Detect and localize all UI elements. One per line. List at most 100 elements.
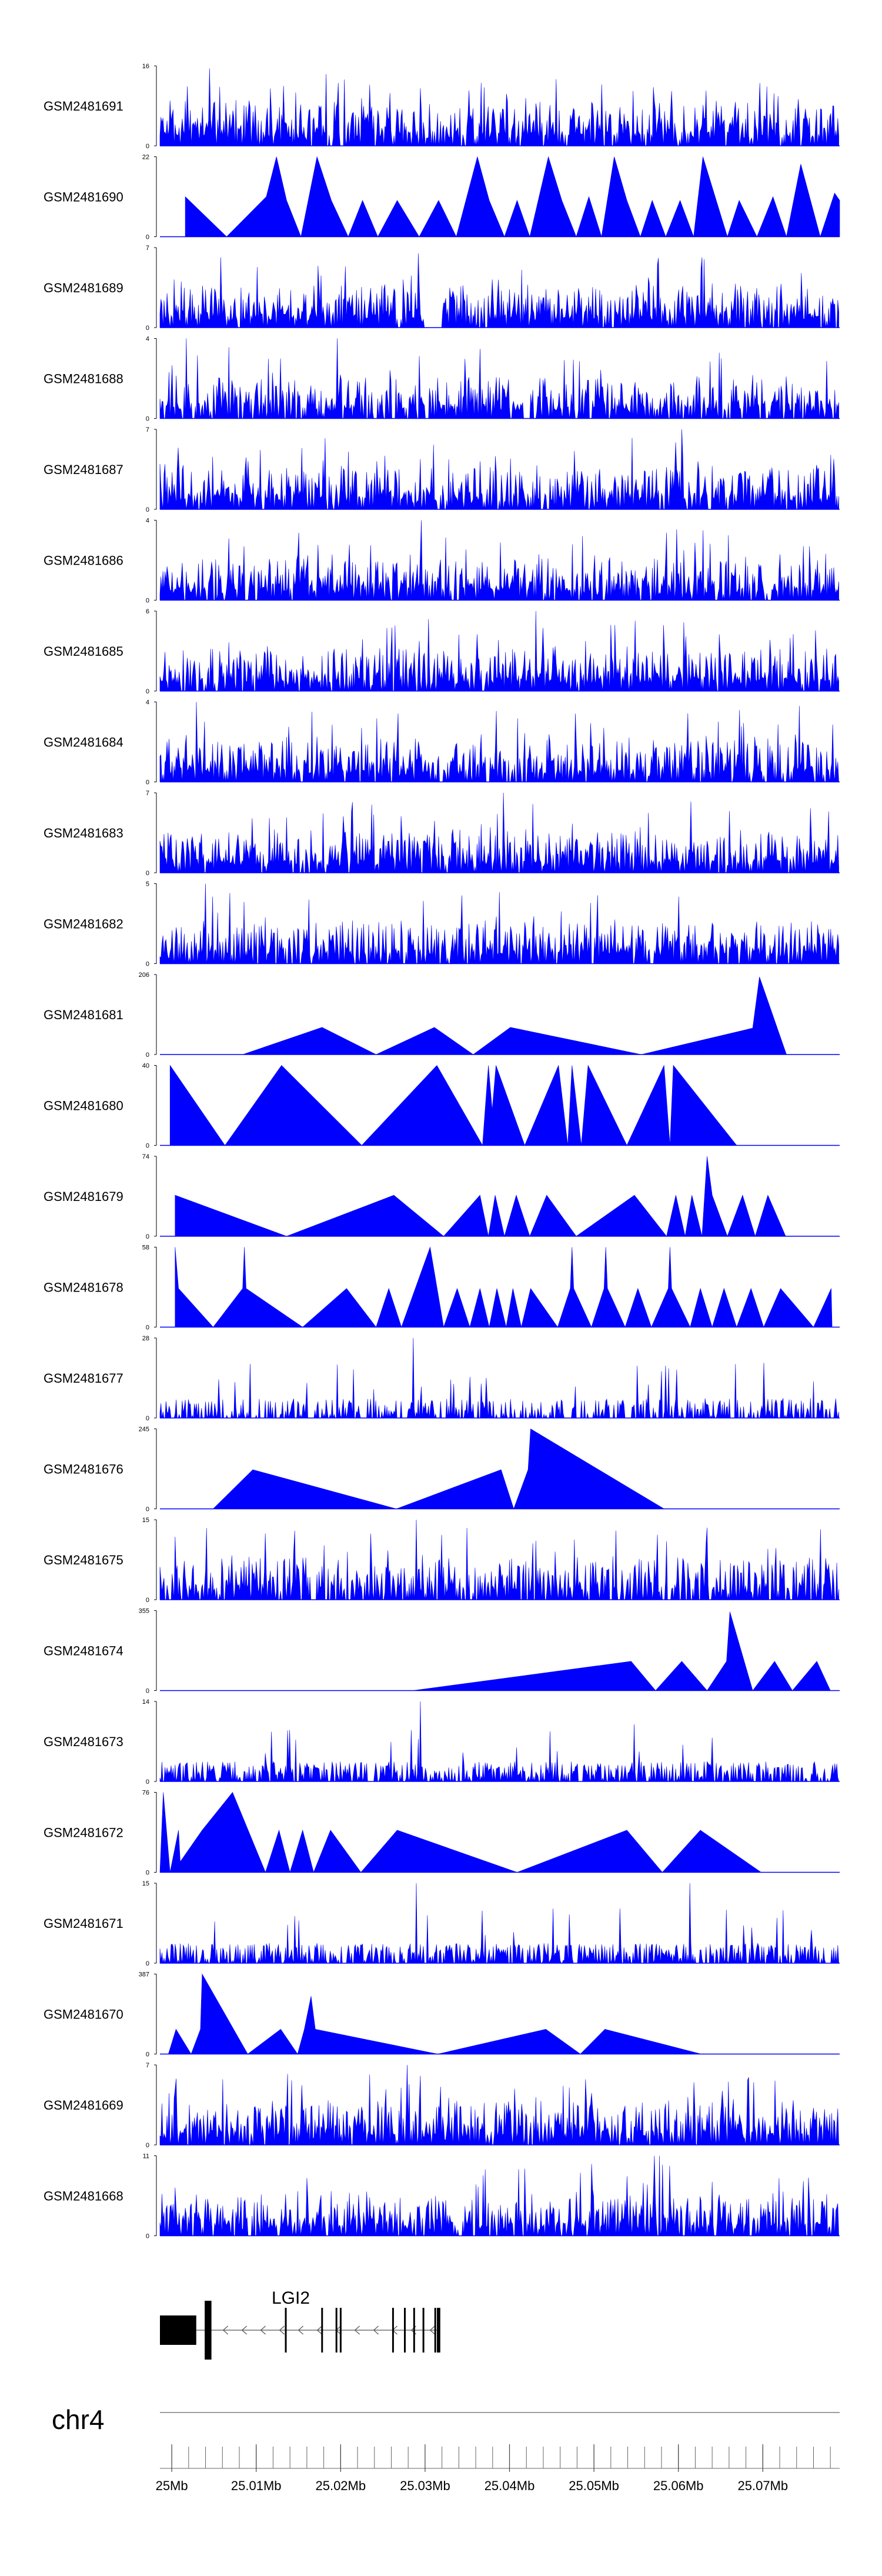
track-y-min-label: 0 <box>146 1778 149 1786</box>
track-label-gsm2481683: GSM2481683 <box>44 826 123 840</box>
track-label-gsm2481670: GSM2481670 <box>44 2007 123 2022</box>
track-y-min-label: 0 <box>146 1960 149 1967</box>
coverage-area <box>169 1065 737 1146</box>
track-y-min-label: 0 <box>146 1324 149 1332</box>
track-y-min-label: 0 <box>146 325 149 332</box>
track-y-max-label: 4 <box>146 336 149 343</box>
gene-exon <box>285 2308 287 2353</box>
gene-exon <box>160 2315 196 2345</box>
track-gsm2481669: GSM2481669 7 0 <box>44 2062 840 2149</box>
track-y-min-label: 0 <box>146 1415 149 1422</box>
coverage-area <box>159 1337 839 1419</box>
tick-label: 25.03Mb <box>400 2478 450 2493</box>
track-gsm2481680: GSM2481680 40 0 <box>44 1063 840 1150</box>
track-y-max-label: 28 <box>142 1335 149 1342</box>
track-label-gsm2481684: GSM2481684 <box>44 735 123 750</box>
track-y-max-label: 4 <box>146 518 149 525</box>
coverage-area <box>159 338 839 419</box>
track-label-gsm2481685: GSM2481685 <box>44 644 123 659</box>
track-gsm2481678: GSM2481678 58 0 <box>44 1244 840 1332</box>
track-label-gsm2481674: GSM2481674 <box>44 1644 123 1659</box>
track-label-gsm2481690: GSM2481690 <box>44 190 123 205</box>
track-label-gsm2481686: GSM2481686 <box>44 553 123 568</box>
track-gsm2481686: GSM2481686 4 0 <box>44 518 840 605</box>
coverage-area <box>160 1611 831 1691</box>
track-gsm2481684: GSM2481684 4 0 <box>44 699 840 786</box>
gene-exon <box>205 2301 212 2360</box>
coverage-area <box>159 68 839 146</box>
coverage-area <box>159 883 839 964</box>
track-label-gsm2481682: GSM2481682 <box>44 917 123 932</box>
gene-exon <box>339 2308 342 2353</box>
track-y-max-label: 5 <box>146 881 149 888</box>
track-gsm2481677: GSM2481677 28 0 <box>44 1335 840 1422</box>
track-y-min-label: 0 <box>146 688 149 695</box>
track-y-max-label: 7 <box>146 426 149 433</box>
tick-label: 25Mb <box>156 2478 188 2493</box>
gene-model: LGI2 <box>160 2288 440 2360</box>
track-label-gsm2481677: GSM2481677 <box>44 1371 123 1386</box>
track-y-max-label: 58 <box>142 1244 149 1252</box>
chromosome-label: chr4 <box>52 2404 104 2435</box>
coverage-area <box>159 429 839 510</box>
track-y-min-label: 0 <box>146 1506 149 1513</box>
gene-exon <box>434 2308 436 2353</box>
strand-arrow <box>222 2325 228 2335</box>
coverage-area <box>159 610 839 692</box>
track-y-min-label: 0 <box>146 2051 149 2058</box>
tick-label: 25.01Mb <box>231 2478 282 2493</box>
strand-arrow <box>316 2325 322 2335</box>
track-y-min-label: 0 <box>146 234 149 241</box>
track-gsm2481668: GSM2481668 11 0 <box>44 2153 840 2240</box>
tick-label: 25.06Mb <box>653 2478 704 2493</box>
track-gsm2481690: GSM2481690 22 0 <box>44 154 840 241</box>
track-y-max-label: 15 <box>142 1517 149 1524</box>
track-y-min-label: 0 <box>146 1052 149 1059</box>
coverage-area <box>159 2064 839 2145</box>
track-y-max-label: 4 <box>146 699 149 706</box>
track-label-gsm2481679: GSM2481679 <box>44 1189 123 1204</box>
coverage-area <box>159 1883 839 1964</box>
track-label-gsm2481672: GSM2481672 <box>44 1826 123 1840</box>
tick-label: 25.05Mb <box>569 2478 619 2493</box>
coverage-area <box>159 792 839 873</box>
coverage-area <box>160 976 787 1055</box>
track-y-max-label: 11 <box>143 2153 149 2160</box>
coverage-area <box>159 2155 839 2236</box>
coverage-area <box>159 1791 762 1873</box>
track-y-min-label: 0 <box>146 1143 149 1150</box>
coverage-area <box>159 702 839 782</box>
track-gsm2481681: GSM2481681 206 0 <box>44 972 840 1059</box>
track-label-gsm2481673: GSM2481673 <box>44 1734 123 1749</box>
track-y-max-label: 355 <box>139 1608 149 1615</box>
track-label-gsm2481691: GSM2481691 <box>44 99 123 114</box>
track-y-min-label: 0 <box>146 2142 149 2149</box>
coverage-area <box>175 1246 833 1328</box>
track-y-max-label: 74 <box>142 1153 149 1160</box>
track-label-gsm2481680: GSM2481680 <box>44 1099 123 1113</box>
track-y-max-label: 7 <box>146 245 149 252</box>
track-label-gsm2481687: GSM2481687 <box>44 462 123 477</box>
gene-exon <box>413 2308 415 2353</box>
coverage-area <box>160 1428 665 1510</box>
coverage-area <box>159 1519 839 1600</box>
track-gsm2481687: GSM2481687 7 0 <box>44 426 840 513</box>
strand-arrow <box>241 2325 247 2335</box>
tick-label: 25.07Mb <box>738 2478 789 2493</box>
track-y-min-label: 0 <box>146 1870 149 1877</box>
genome-axis: chr4 25Mb 25.01Mb 25.02Mb 25.03Mb 25.04Mb 25.… <box>52 2404 840 2493</box>
track-y-max-label: 387 <box>139 1971 149 1978</box>
track-label-gsm2481688: GSM2481688 <box>44 372 123 386</box>
track-y-min-label: 0 <box>146 1688 149 1695</box>
track-gsm2481685: GSM2481685 6 0 <box>44 608 840 695</box>
track-y-max-label: 22 <box>142 154 149 161</box>
track-gsm2481673: GSM2481673 14 0 <box>44 1699 840 1786</box>
coverage-area <box>159 1701 839 1782</box>
track-label-gsm2481675: GSM2481675 <box>44 1553 123 1567</box>
track-y-max-label: 7 <box>146 2062 149 2069</box>
coverage-area <box>168 1973 701 2055</box>
track-y-min-label: 0 <box>146 1233 149 1240</box>
track-label-gsm2481668: GSM2481668 <box>44 2189 123 2204</box>
gene-name-label: LGI2 <box>272 2288 310 2308</box>
